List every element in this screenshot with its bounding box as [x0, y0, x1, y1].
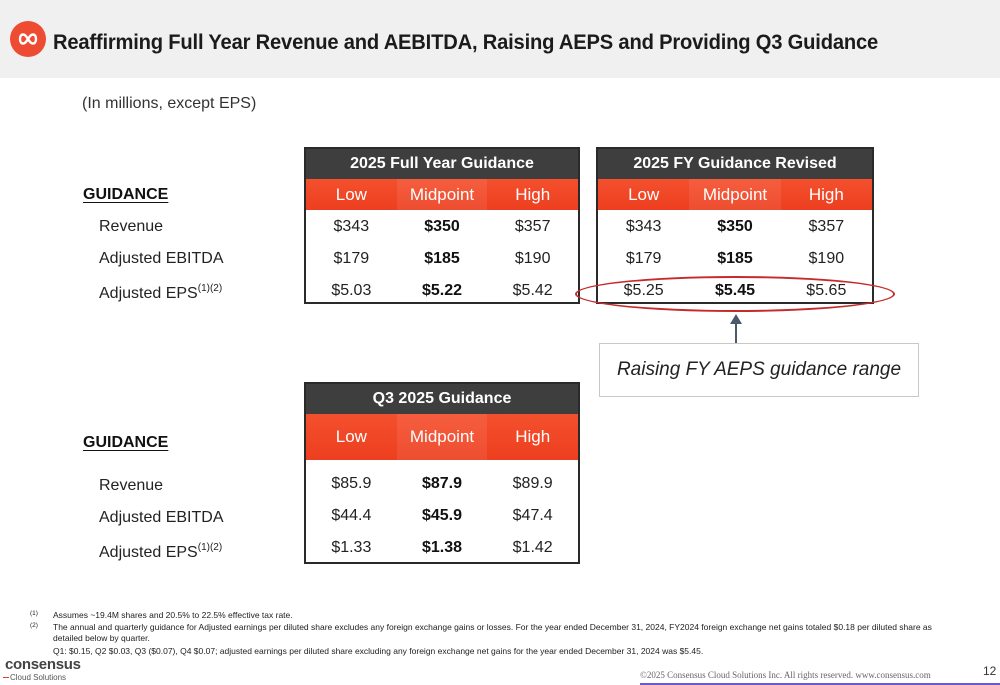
table-row: $44.4 $45.9 $47.4 — [306, 507, 578, 539]
cell-revenue-mid: $350 — [424, 218, 460, 235]
table-row: $5.03 $5.22 $5.42 — [306, 282, 578, 312]
cell-eps-low: $1.33 — [331, 539, 372, 556]
row-label-revenue: Revenue — [99, 218, 164, 235]
fy-guidance-table: 2025 Full Year Guidance Low Midpoint Hig… — [304, 147, 580, 304]
table-title: 2025 FY Guidance Revised — [598, 149, 872, 179]
brand-logo: consensus — [5, 656, 81, 673]
table-row: $179 $185 $190 — [598, 250, 872, 282]
cell-ebitda-high: $190 — [514, 250, 551, 267]
cell-ebitda-low: $179 — [333, 250, 370, 267]
col-high: High — [808, 185, 844, 204]
q3-guidance-table: Q3 2025 Guidance Low Midpoint High $85.9… — [304, 382, 580, 564]
cell-revenue-mid: $350 — [717, 218, 753, 235]
cell-ebitda-high: $47.4 — [512, 507, 553, 524]
table-row: $343 $350 $357 — [598, 218, 872, 250]
col-low: Low — [335, 427, 367, 446]
column-headers: Low Midpoint High — [306, 179, 578, 210]
cell-revenue-high: $89.9 — [512, 475, 553, 492]
cell-ebitda-mid: $185 — [424, 250, 460, 267]
row-label-eps: Adjusted EPS(1)(2) — [99, 542, 223, 561]
page-title: Reaffirming Full Year Revenue and AEBITD… — [53, 31, 878, 54]
table-row: $1.33 $1.38 $1.42 — [306, 539, 578, 563]
brand-accent — [3, 677, 9, 678]
brand-subtitle: Cloud Solutions — [10, 673, 67, 682]
copyright-notice: ©2025 Consensus Cloud Solutions Inc. All… — [640, 670, 931, 680]
cell-revenue-low: $343 — [333, 218, 370, 235]
infinity-icon — [10, 21, 46, 57]
cell-ebitda-low: $44.4 — [331, 507, 372, 524]
cell-ebitda-low: $179 — [625, 250, 662, 267]
cell-revenue-low: $343 — [625, 218, 662, 235]
col-mid: Midpoint — [396, 179, 488, 210]
fy-revised-table: 2025 FY Guidance Revised Low Midpoint Hi… — [596, 147, 874, 304]
guidance-section-label: GUIDANCE — [83, 186, 169, 203]
col-mid: Midpoint — [396, 414, 488, 460]
cell-eps-high: $5.42 — [512, 282, 553, 299]
page-number: 12 — [983, 664, 997, 678]
units-note: (In millions, except EPS) — [82, 95, 257, 112]
cell-revenue-mid: $87.9 — [421, 475, 463, 492]
cell-revenue-high: $357 — [808, 218, 845, 235]
footnote-ref: (1)(2) — [197, 283, 223, 294]
footnote-ref: (1)(2) — [197, 542, 223, 553]
cell-eps-mid: $5.22 — [421, 282, 463, 299]
cell-eps-low: $5.03 — [331, 282, 372, 299]
table-row: $85.9 $87.9 $89.9 — [306, 475, 578, 507]
footer-divider — [640, 683, 1000, 685]
column-headers: Low Midpoint High — [598, 179, 872, 210]
row-label-ebitda: Adjusted EBITDA — [99, 250, 224, 267]
row-label-eps: Adjusted EPS(1)(2) — [99, 283, 223, 302]
col-low: Low — [335, 185, 367, 204]
col-high: High — [515, 185, 551, 204]
arrow-up-icon — [730, 314, 742, 324]
col-low: Low — [628, 185, 660, 204]
highlight-ellipse — [575, 276, 895, 312]
row-label-ebitda: Adjusted EBITDA — [99, 509, 224, 526]
cell-ebitda-mid: $45.9 — [421, 507, 463, 524]
table-title: 2025 Full Year Guidance — [306, 149, 578, 179]
callout-box: Raising FY AEPS guidance range — [599, 343, 919, 397]
cell-eps-mid: $1.38 — [421, 539, 463, 556]
slide-header: Reaffirming Full Year Revenue and AEBITD… — [0, 0, 1000, 78]
cell-ebitda-high: $190 — [808, 250, 845, 267]
col-high: High — [515, 427, 551, 446]
arrow-connector — [735, 322, 737, 343]
cell-revenue-high: $357 — [514, 218, 551, 235]
row-label-revenue: Revenue — [99, 477, 164, 494]
cell-ebitda-mid: $185 — [717, 250, 753, 267]
guidance-section-label: GUIDANCE — [83, 434, 169, 451]
table-row: $343 $350 $357 — [306, 218, 578, 250]
table-row: $179 $185 $190 — [306, 250, 578, 282]
column-headers: Low Midpoint High — [306, 414, 578, 460]
cell-revenue-low: $85.9 — [331, 475, 372, 492]
table-title: Q3 2025 Guidance — [306, 384, 578, 414]
cell-eps-high: $1.42 — [512, 539, 553, 556]
col-mid: Midpoint — [689, 179, 781, 210]
